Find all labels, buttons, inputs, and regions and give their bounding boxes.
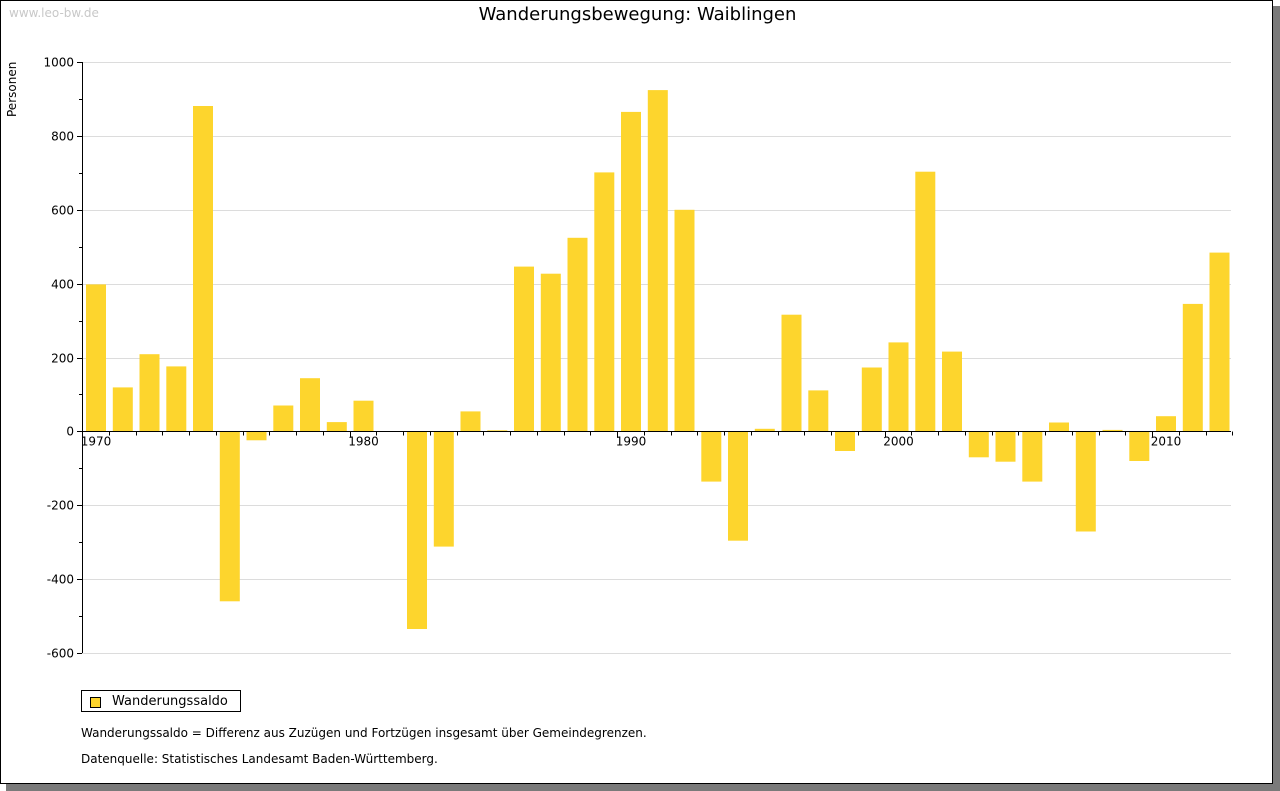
bar: [915, 171, 936, 432]
x-tick-label: 1980: [348, 435, 379, 449]
bar: [326, 422, 347, 432]
bar: [728, 431, 748, 541]
bar: [1022, 431, 1043, 482]
bar: [888, 342, 909, 432]
y-tick-label: 0: [66, 425, 74, 439]
bar: [861, 367, 882, 432]
source-note: Datenquelle: Statistisches Landesamt Bad…: [81, 752, 438, 766]
bar: [754, 428, 775, 432]
bar: [460, 411, 481, 432]
bar: [353, 400, 374, 432]
bar: [808, 390, 829, 432]
y-tick-label: 800: [51, 130, 74, 144]
bar: [968, 431, 989, 458]
bar: [193, 106, 213, 432]
legend: Wanderungssaldo: [81, 690, 241, 712]
bar: [112, 387, 133, 432]
bar: [273, 405, 294, 432]
bar: [1209, 252, 1230, 432]
bar: [433, 431, 454, 547]
bar: [621, 111, 641, 432]
chart-title: Wanderungsbewegung: Waiblingen: [478, 4, 797, 25]
bar: [1102, 429, 1123, 432]
bar: [487, 430, 508, 432]
bar: [701, 431, 722, 482]
bar: [781, 314, 802, 432]
bar: [407, 431, 427, 629]
frame-shadow-right: [1273, 6, 1280, 791]
bar: [995, 431, 1016, 462]
bar: [86, 284, 106, 432]
bar: [1182, 303, 1203, 432]
bar: [1129, 431, 1150, 461]
bar: [139, 354, 160, 432]
bar: [246, 431, 267, 441]
y-tick-label: -600: [47, 647, 74, 661]
bar: [540, 273, 561, 432]
x-tick-label: 2000: [883, 435, 914, 449]
bar-chart: -600 -400 -200 0 200 400 600 800 1000 1970 1980 199…: [43, 56, 1233, 661]
y-tick-label: -400: [47, 573, 74, 587]
y-tick-label: 600: [51, 204, 74, 218]
x-tick-label: 1990: [616, 435, 647, 449]
bar: [1156, 416, 1176, 432]
bar: [514, 266, 534, 432]
bar: [1049, 422, 1069, 432]
bar: [166, 366, 187, 432]
y-tick-label: -200: [47, 499, 74, 513]
bar: [647, 90, 668, 432]
bar: [835, 431, 855, 451]
bar: [594, 172, 615, 432]
definition-note: Wanderungssaldo = Differenz aus Zuzügen …: [81, 726, 647, 740]
y-tick-label: 200: [51, 352, 74, 366]
x-tick-label: 2010: [1151, 435, 1182, 449]
frame-shadow-bottom: [6, 784, 1280, 791]
bar: [674, 209, 695, 432]
y-tick-label: 1000: [43, 56, 74, 70]
legend-swatch: [90, 697, 101, 708]
bar: [300, 378, 320, 432]
bar: [219, 431, 240, 602]
bar: [942, 351, 962, 432]
x-tick-label: 1970: [81, 435, 112, 449]
y-tick-label: 400: [51, 278, 74, 292]
bar: [567, 237, 588, 432]
bar: [1075, 431, 1096, 532]
legend-label: Wanderungssaldo: [112, 694, 228, 709]
watermark: www.leo-bw.de: [9, 6, 99, 20]
